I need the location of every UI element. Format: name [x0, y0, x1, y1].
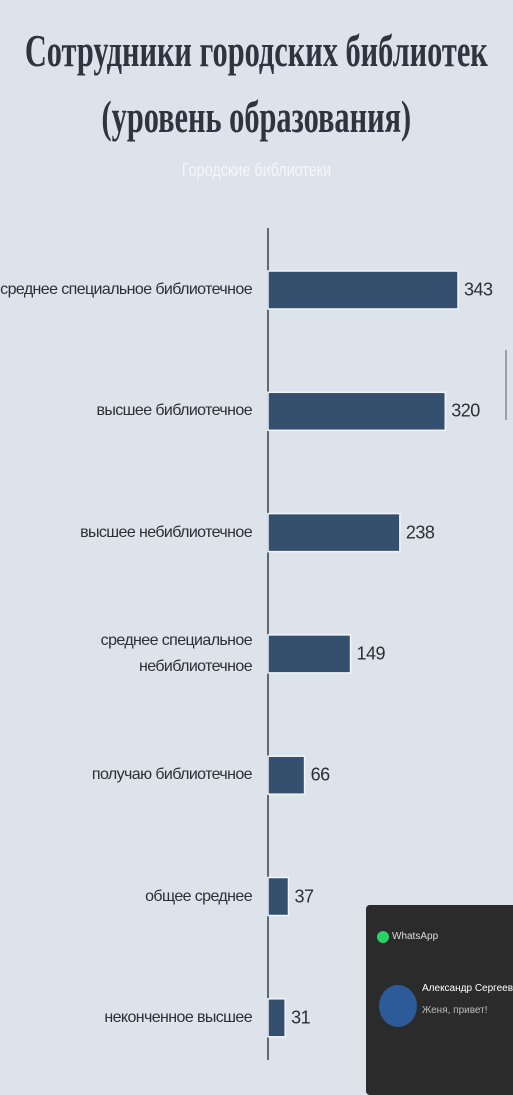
value-label: 66 — [310, 764, 331, 785]
value-label: 320 — [451, 400, 480, 421]
bar — [267, 998, 286, 1038]
message: Женя, привет! — [422, 1005, 488, 1016]
notification[interactable]: WhatsApp Александр Сергеевич Ка Женя, пр… — [366, 905, 513, 1095]
bar — [267, 634, 352, 674]
y-tick-label: общее среднее — [145, 887, 253, 905]
y-tick-label: среднее специальное библиотечное — [0, 281, 252, 298]
value-label: 149 — [356, 643, 386, 664]
y-tick-label: высшее небиблиотечное — [80, 523, 252, 541]
app-icon — [377, 931, 389, 943]
bar — [267, 270, 459, 310]
y-tick-label: высшее библиотечное — [96, 402, 252, 420]
value-label: 238 — [405, 522, 435, 543]
bar — [267, 512, 401, 553]
y-tick-label: среднее специальное небиблиотечное — [100, 631, 253, 675]
y-tick-label: получаю библиотечное — [91, 766, 253, 784]
chart-subtitle: Городские библиотеки — [181, 160, 332, 180]
scrollbar — [505, 350, 507, 420]
value-label: 31 — [291, 1007, 311, 1028]
bar — [267, 876, 290, 917]
bar — [267, 755, 306, 795]
sender: Александр Сергеевич Ка — [422, 983, 513, 994]
chart-title: Сотрудники городских библиотек (уровень … — [24, 25, 488, 142]
value-label: 343 — [464, 279, 493, 300]
bar — [267, 391, 447, 432]
app-name: WhatsApp — [392, 931, 439, 942]
avatar — [379, 985, 417, 1027]
y-tick-label: неконченное высшее — [104, 1008, 252, 1026]
value-label: 37 — [294, 886, 314, 906]
